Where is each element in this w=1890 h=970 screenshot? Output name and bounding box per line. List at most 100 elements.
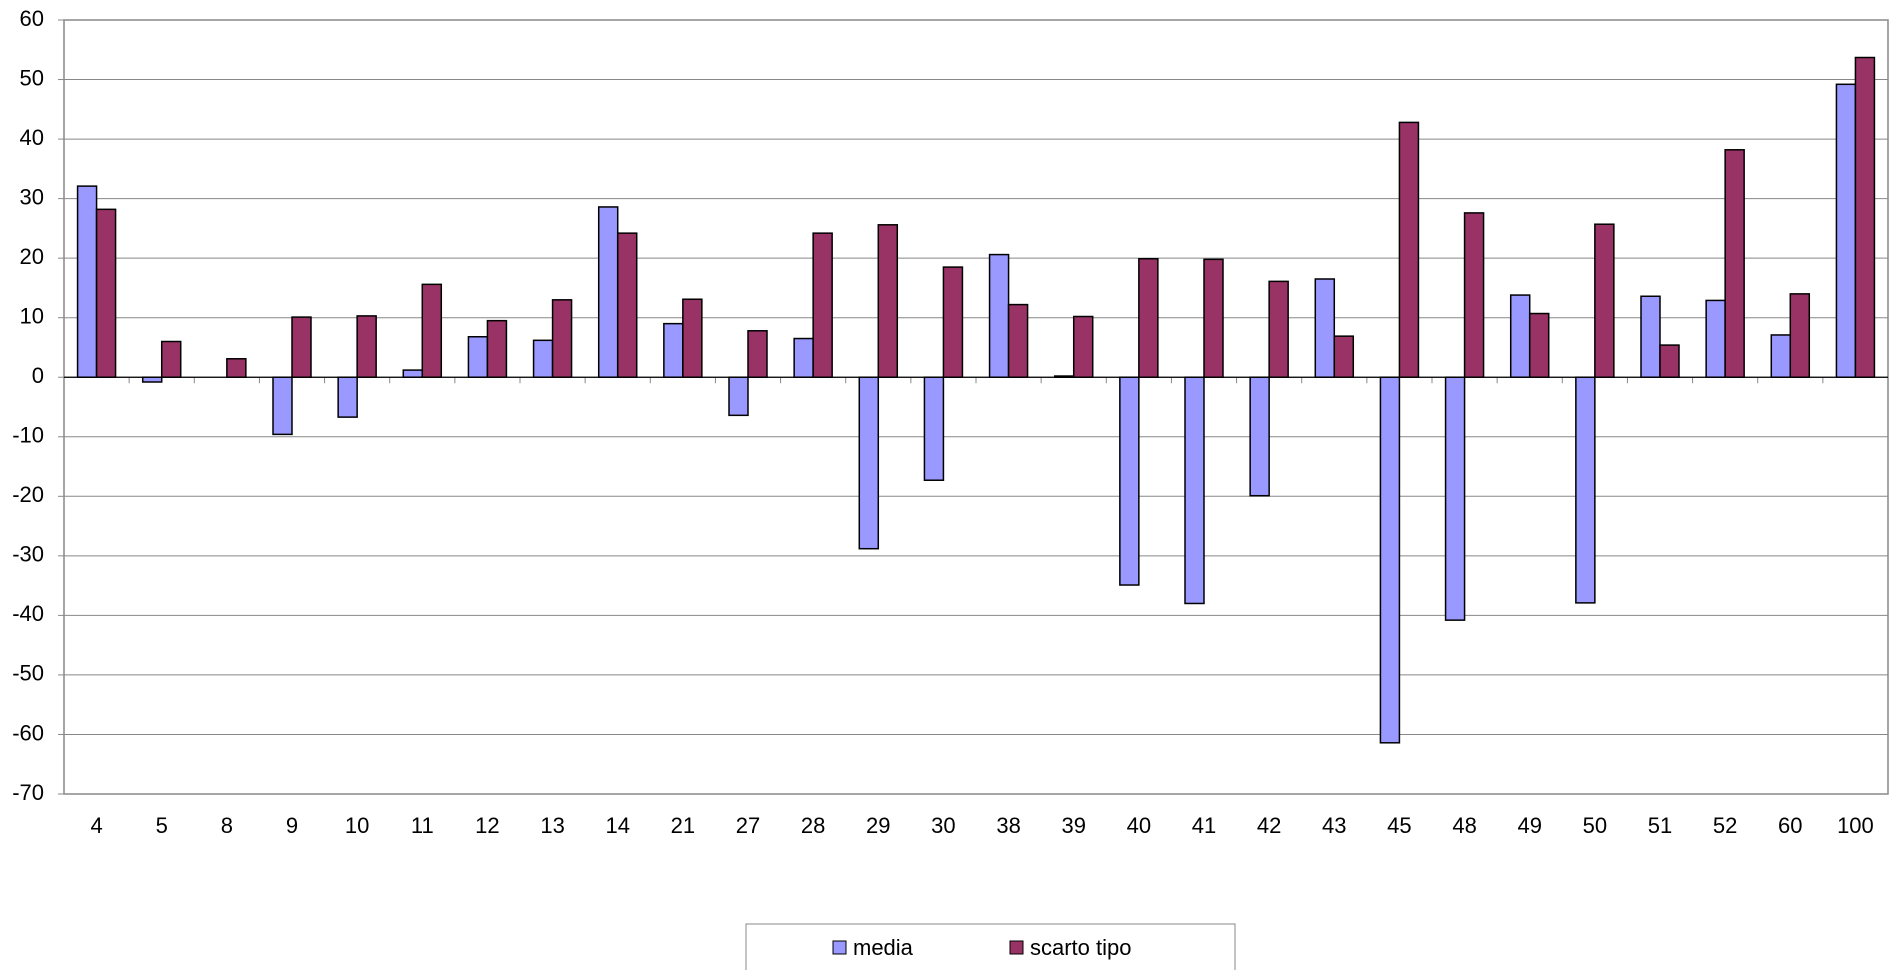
x-tick-label: 49 xyxy=(1517,813,1541,838)
x-tick-label: 100 xyxy=(1837,813,1874,838)
x-tick-label: 8 xyxy=(221,813,233,838)
y-tick-label: 0 xyxy=(32,363,44,388)
bar xyxy=(747,330,768,378)
y-tick-label: -50 xyxy=(12,661,44,686)
bar xyxy=(1444,376,1466,621)
x-tick-label: 11 xyxy=(411,813,434,838)
bar xyxy=(1789,293,1811,378)
bar xyxy=(1463,212,1485,378)
bar xyxy=(1705,299,1726,378)
x-tick-label: 9 xyxy=(286,813,298,838)
x-tick-label: 38 xyxy=(996,813,1020,838)
x-tick-label: 4 xyxy=(90,813,102,838)
bar xyxy=(1835,83,1857,378)
bar xyxy=(1770,334,1792,378)
legend-label: media xyxy=(853,935,914,960)
bar xyxy=(1333,335,1355,378)
bar xyxy=(1053,375,1075,378)
bar xyxy=(923,376,945,481)
bar xyxy=(877,224,899,378)
y-tick-label: 30 xyxy=(20,184,44,209)
x-tick-label: 27 xyxy=(736,813,760,838)
x-tick-label: 40 xyxy=(1127,813,1151,838)
x-tick-label: 42 xyxy=(1257,813,1281,838)
bar xyxy=(532,339,554,378)
bar xyxy=(337,376,358,418)
y-tick-label: 60 xyxy=(20,6,44,31)
bar xyxy=(1640,295,1661,378)
y-tick-label: 50 xyxy=(20,65,44,90)
bar xyxy=(402,369,424,378)
bar xyxy=(1203,258,1224,378)
bar xyxy=(858,376,880,550)
bar xyxy=(1268,280,1289,378)
bar xyxy=(988,253,1010,378)
bar xyxy=(356,315,377,378)
x-tick-label: 60 xyxy=(1778,813,1802,838)
x-tick-label: 50 xyxy=(1583,813,1607,838)
bar xyxy=(1854,56,1876,378)
bar xyxy=(682,298,703,378)
bar xyxy=(793,337,814,378)
bar xyxy=(616,232,638,378)
bar xyxy=(291,316,312,378)
bar xyxy=(1138,257,1159,378)
bar xyxy=(141,376,163,383)
bar xyxy=(663,322,684,378)
x-tick-label: 29 xyxy=(866,813,890,838)
y-tick-label: -70 xyxy=(12,780,44,805)
bar xyxy=(1575,376,1596,604)
x-tick-label: 14 xyxy=(605,813,629,838)
x-tick-label: 52 xyxy=(1713,813,1737,838)
x-tick-label: 5 xyxy=(156,813,168,838)
x-tick-label: 48 xyxy=(1452,813,1476,838)
bar xyxy=(1072,315,1094,378)
x-tick-label: 21 xyxy=(671,813,695,838)
y-tick-label: -20 xyxy=(12,482,44,507)
bar xyxy=(597,206,619,378)
plot-frame xyxy=(63,19,1889,795)
x-tick-label: 10 xyxy=(345,813,369,838)
legend-box xyxy=(745,923,1236,970)
bar xyxy=(812,232,833,378)
x-tick-label: 30 xyxy=(931,813,955,838)
bar xyxy=(226,358,247,378)
y-tick-label: 20 xyxy=(20,244,44,269)
bar xyxy=(1314,278,1336,378)
bar xyxy=(486,319,508,378)
y-tick-label: 10 xyxy=(20,304,44,329)
bar xyxy=(1594,223,1615,378)
y-tick-label: -60 xyxy=(12,720,44,745)
x-tick-label: 51 xyxy=(1648,813,1672,838)
y-tick-label: -40 xyxy=(12,601,44,626)
bar xyxy=(160,340,182,378)
bar xyxy=(942,266,964,378)
bar xyxy=(1724,149,1745,378)
x-tick-label: 39 xyxy=(1061,813,1085,838)
x-tick-label: 13 xyxy=(540,813,564,838)
bar xyxy=(1184,376,1205,605)
bar xyxy=(272,376,293,436)
bar xyxy=(95,208,117,378)
bar xyxy=(1398,121,1420,378)
bar xyxy=(1007,303,1029,378)
y-tick-label: -30 xyxy=(12,542,44,567)
bar xyxy=(1528,312,1550,378)
x-tick-label: 45 xyxy=(1387,813,1411,838)
y-tick-label: -10 xyxy=(12,423,44,448)
bar xyxy=(76,185,98,378)
bar xyxy=(1119,376,1140,586)
bar xyxy=(1379,376,1401,744)
bar xyxy=(1509,294,1531,378)
bar xyxy=(1249,376,1270,497)
x-tick-label: 41 xyxy=(1192,813,1216,838)
x-tick-label: 28 xyxy=(801,813,825,838)
x-tick-label: 43 xyxy=(1322,813,1346,838)
legend-label: scarto tipo xyxy=(1030,935,1132,960)
y-tick-label: 40 xyxy=(20,125,44,150)
bar xyxy=(467,335,489,378)
bar xyxy=(728,376,749,417)
x-tick-label: 12 xyxy=(475,813,499,838)
bar xyxy=(551,299,573,378)
